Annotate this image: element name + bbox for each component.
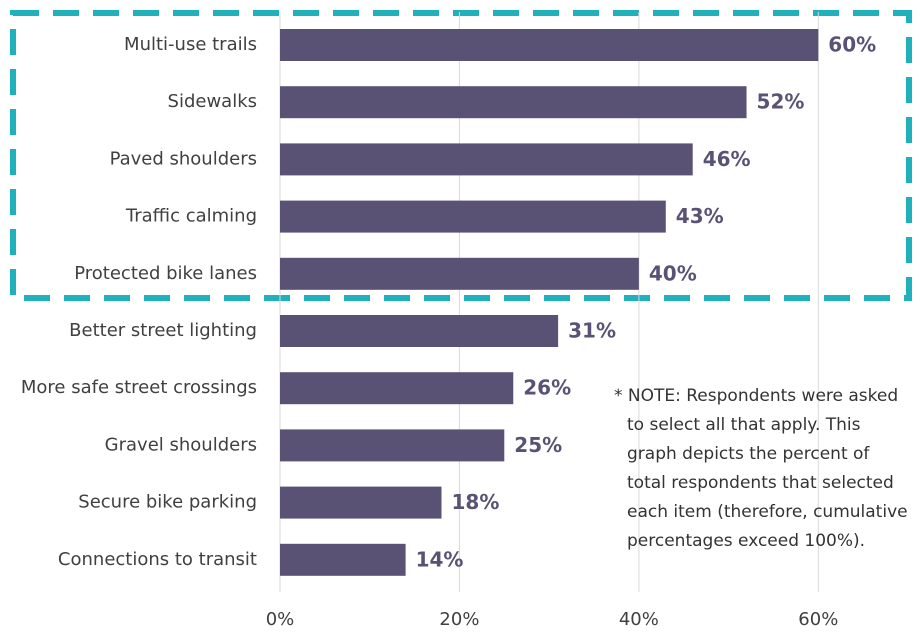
value-label: 43% [676,204,724,228]
category-label: Gravel shoulders [105,434,257,455]
category-label: Connections to transit [58,549,257,570]
value-label: 25% [514,433,562,457]
bar [280,86,747,119]
x-tick-label: 40% [619,609,659,630]
value-label: 60% [828,33,876,57]
bar [280,257,639,290]
value-label: 52% [757,90,805,114]
category-label: Sidewalks [168,91,257,112]
x-tick-label: 60% [798,609,838,630]
value-label: 14% [416,547,464,571]
value-label: 46% [703,147,751,171]
value-label: 31% [568,319,616,343]
bar [280,315,559,347]
note-line: to select all that apply. This [627,415,861,435]
bar [280,429,505,462]
category-label: Paved shoulders [110,148,257,169]
note-line: graph depicts the percent of [627,444,870,464]
bar [280,543,406,576]
category-label: Multi-use trails [124,34,257,55]
x-tick-label: 0% [266,609,295,630]
x-tick-label: 20% [439,609,479,630]
bar [280,486,442,519]
note-line: each item (therefore, cumulative [627,502,908,522]
note-line: percentages exceed 100%). [627,531,865,551]
category-label: Traffic calming [125,206,257,227]
value-label: 26% [523,376,571,400]
bar [280,29,819,61]
note-line: * NOTE: Respondents were asked [614,386,898,406]
value-label: 40% [649,261,697,285]
category-label: Protected bike lanes [74,263,257,284]
note-line: total respondents that selected [627,473,894,493]
highlight-box [10,10,912,301]
category-label: Secure bike parking [78,492,257,513]
category-label: Better street lighting [69,320,257,341]
bar [280,143,693,176]
bar [280,200,666,233]
bar [280,372,514,405]
value-label: 18% [451,490,499,514]
category-label: More safe street crossings [21,377,257,398]
